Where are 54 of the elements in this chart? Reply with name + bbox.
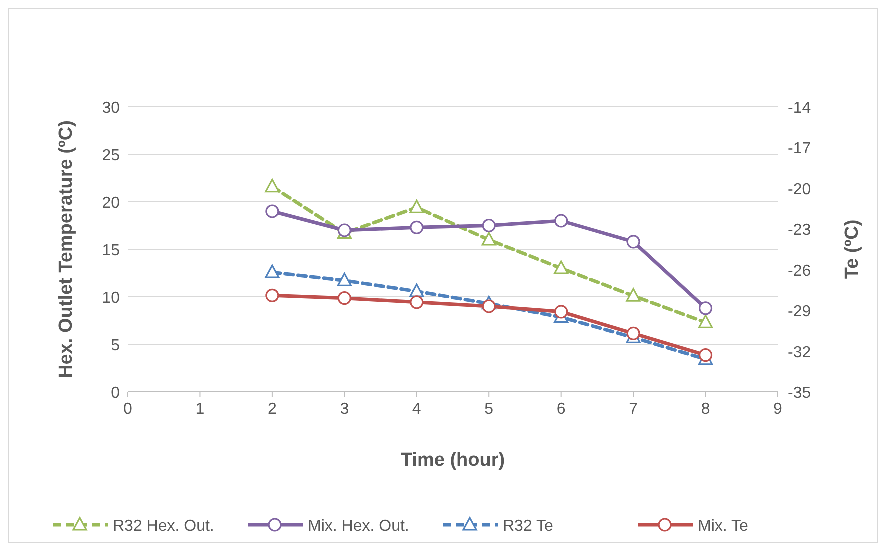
y-tick-label: 0 (111, 385, 120, 402)
legend-label: R32 Te (503, 518, 554, 535)
y-tick-label: 5 (111, 338, 120, 354)
point (554, 260, 569, 274)
point (266, 204, 280, 218)
y2-tick-label: -14 (788, 100, 812, 117)
x-tick-label: 8 (701, 401, 710, 418)
legend-label: Mix. Te (698, 518, 748, 535)
y2-tick-label: -35 (788, 385, 812, 402)
y-axis-title: Hex. Outlet Temperature (ºC) (56, 120, 77, 378)
y2-tick-label: -20 (788, 181, 812, 198)
point (482, 232, 496, 246)
y-tick-label: 15 (102, 242, 120, 260)
legend-label: Mix. Hex. Out. (308, 518, 410, 535)
y-tick-label: 10 (102, 290, 120, 307)
point (698, 314, 714, 328)
point (410, 200, 424, 214)
point (626, 235, 640, 249)
point (265, 264, 280, 278)
point (698, 348, 713, 362)
y-tick-label: 25 (102, 148, 120, 164)
x-tick-label: 7 (629, 401, 638, 418)
x-tick-label: 4 (412, 401, 422, 418)
point (482, 300, 496, 314)
point (410, 220, 424, 234)
y2-tick-label: -23 (788, 222, 812, 240)
legend-label: R32 Hex. Out. (113, 518, 214, 535)
x-axis-title: Time (hour) (400, 450, 506, 471)
y-tick-label: 20 (102, 195, 120, 212)
x-tick-label: 2 (268, 401, 277, 418)
point (265, 179, 280, 193)
point (482, 218, 496, 233)
point (337, 272, 352, 287)
point (626, 326, 640, 340)
point (554, 214, 568, 228)
point (698, 302, 713, 316)
point (410, 284, 424, 298)
y2-axis-title: Te (ºC) (842, 220, 863, 280)
x-tick-label: 5 (484, 401, 494, 418)
y-tick-label: 30 (102, 100, 120, 117)
y2-tick-label: -29 (788, 304, 812, 321)
x-tick-label: 6 (556, 401, 566, 418)
y2-tick-label: -26 (788, 262, 812, 280)
x-tick-label: 3 (340, 401, 350, 418)
x-tick-label: 0 (124, 401, 133, 418)
point (626, 288, 641, 302)
point (338, 292, 352, 306)
x-tick-label: 9 (774, 401, 783, 418)
x-tick-label: 1 (196, 401, 205, 418)
y2-tick-label: -32 (788, 344, 812, 362)
point (554, 305, 568, 319)
point (410, 296, 424, 310)
point (266, 288, 280, 302)
y2-tick-label: -17 (788, 140, 812, 158)
